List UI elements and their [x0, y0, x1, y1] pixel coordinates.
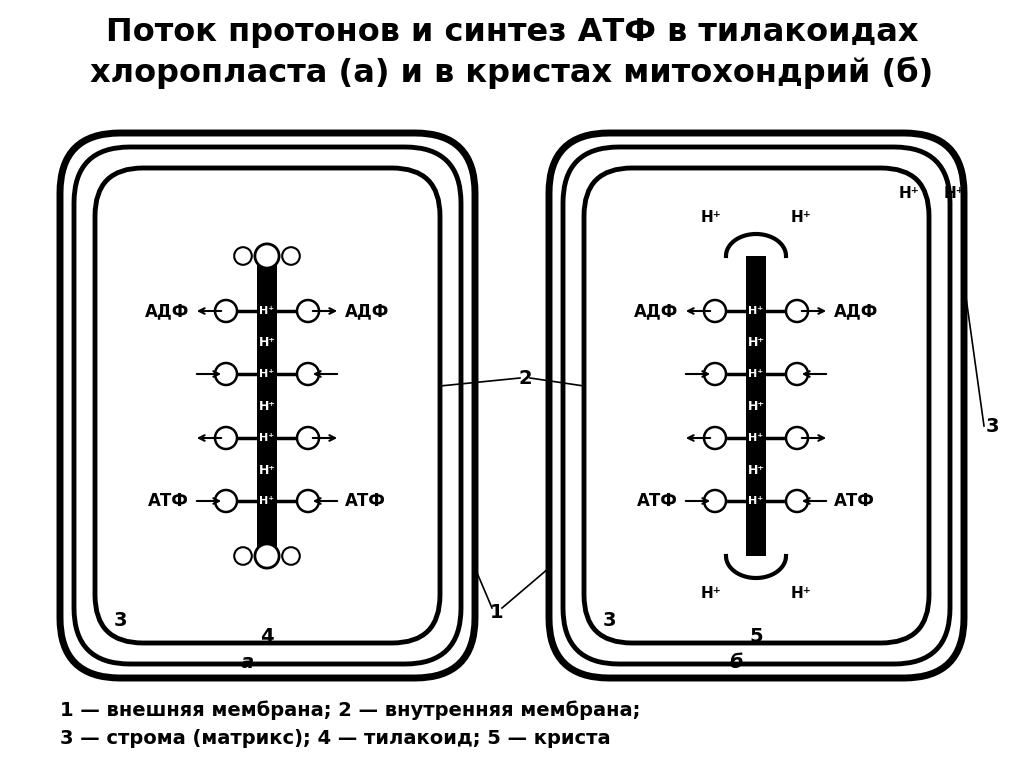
Circle shape	[234, 247, 252, 265]
Circle shape	[705, 363, 726, 385]
FancyBboxPatch shape	[95, 168, 440, 643]
Text: H⁺: H⁺	[749, 433, 764, 443]
Text: H⁺: H⁺	[259, 369, 274, 379]
Circle shape	[283, 247, 300, 265]
Bar	[257, 256, 278, 556]
Circle shape	[786, 427, 808, 449]
Text: 1 — внешняя мембрана; 2 — внутренняя мембрана;: 1 — внешняя мембрана; 2 — внутренняя мем…	[60, 700, 640, 720]
Circle shape	[234, 547, 252, 564]
Text: АТФ: АТФ	[148, 492, 189, 510]
Circle shape	[786, 490, 808, 512]
Text: H⁺: H⁺	[749, 306, 764, 316]
Text: АТФ: АТФ	[345, 492, 386, 510]
Circle shape	[786, 300, 808, 322]
Circle shape	[705, 427, 726, 449]
Text: 3: 3	[114, 611, 127, 630]
Text: 3 — строма (матрикс); 4 — тилакоид; 5 — криста: 3 — строма (матрикс); 4 — тилакоид; 5 — …	[60, 729, 610, 747]
Circle shape	[283, 547, 300, 564]
Text: H⁺: H⁺	[700, 210, 721, 226]
Text: H⁺: H⁺	[748, 464, 765, 476]
Text: H⁺: H⁺	[748, 336, 765, 349]
Circle shape	[297, 300, 319, 322]
Text: Поток протонов и синтез АТФ в тилакоидах: Поток протонов и синтез АТФ в тилакоидах	[105, 18, 919, 48]
Text: АТФ: АТФ	[637, 492, 678, 510]
Circle shape	[215, 300, 237, 322]
Text: 4: 4	[260, 627, 273, 645]
Text: H⁺: H⁺	[259, 306, 274, 316]
FancyBboxPatch shape	[549, 133, 964, 678]
Text: а: а	[241, 653, 254, 671]
Circle shape	[255, 244, 280, 268]
Circle shape	[297, 363, 319, 385]
Text: H⁺: H⁺	[700, 587, 721, 601]
Text: 2: 2	[518, 369, 531, 388]
Text: б: б	[729, 653, 742, 671]
FancyBboxPatch shape	[584, 168, 929, 643]
Text: АДФ: АДФ	[634, 302, 678, 320]
Text: АДФ: АДФ	[144, 302, 189, 320]
Text: АТФ: АТФ	[834, 492, 874, 510]
Text: H⁺: H⁺	[259, 496, 274, 506]
Text: H⁺: H⁺	[749, 496, 764, 506]
Text: 5: 5	[750, 627, 763, 645]
Text: 3: 3	[986, 416, 999, 435]
Text: H⁺: H⁺	[748, 399, 765, 412]
Circle shape	[705, 300, 726, 322]
Circle shape	[705, 490, 726, 512]
Text: H⁺: H⁺	[258, 464, 275, 476]
Circle shape	[215, 490, 237, 512]
Text: H⁺: H⁺	[259, 433, 274, 443]
Circle shape	[215, 363, 237, 385]
Text: H⁺: H⁺	[791, 210, 811, 226]
FancyBboxPatch shape	[563, 147, 950, 664]
FancyBboxPatch shape	[74, 147, 461, 664]
Circle shape	[297, 490, 319, 512]
Circle shape	[255, 544, 280, 568]
Text: H⁺: H⁺	[258, 336, 275, 349]
Circle shape	[215, 427, 237, 449]
Text: H⁺: H⁺	[258, 399, 275, 412]
Text: хлоропласта (а) и в кристах митохондрий (б): хлоропласта (а) и в кристах митохондрий …	[90, 57, 934, 89]
Circle shape	[297, 427, 319, 449]
Text: АДФ: АДФ	[345, 302, 389, 320]
Text: H⁺: H⁺	[791, 587, 811, 601]
Circle shape	[786, 363, 808, 385]
Text: 1: 1	[490, 604, 504, 623]
FancyBboxPatch shape	[60, 133, 475, 678]
Text: H⁺: H⁺	[899, 186, 920, 200]
Text: H⁺: H⁺	[944, 186, 965, 200]
Text: АДФ: АДФ	[834, 302, 879, 320]
Text: H⁺: H⁺	[749, 369, 764, 379]
Bar	[746, 256, 766, 556]
Text: 3: 3	[602, 611, 615, 630]
